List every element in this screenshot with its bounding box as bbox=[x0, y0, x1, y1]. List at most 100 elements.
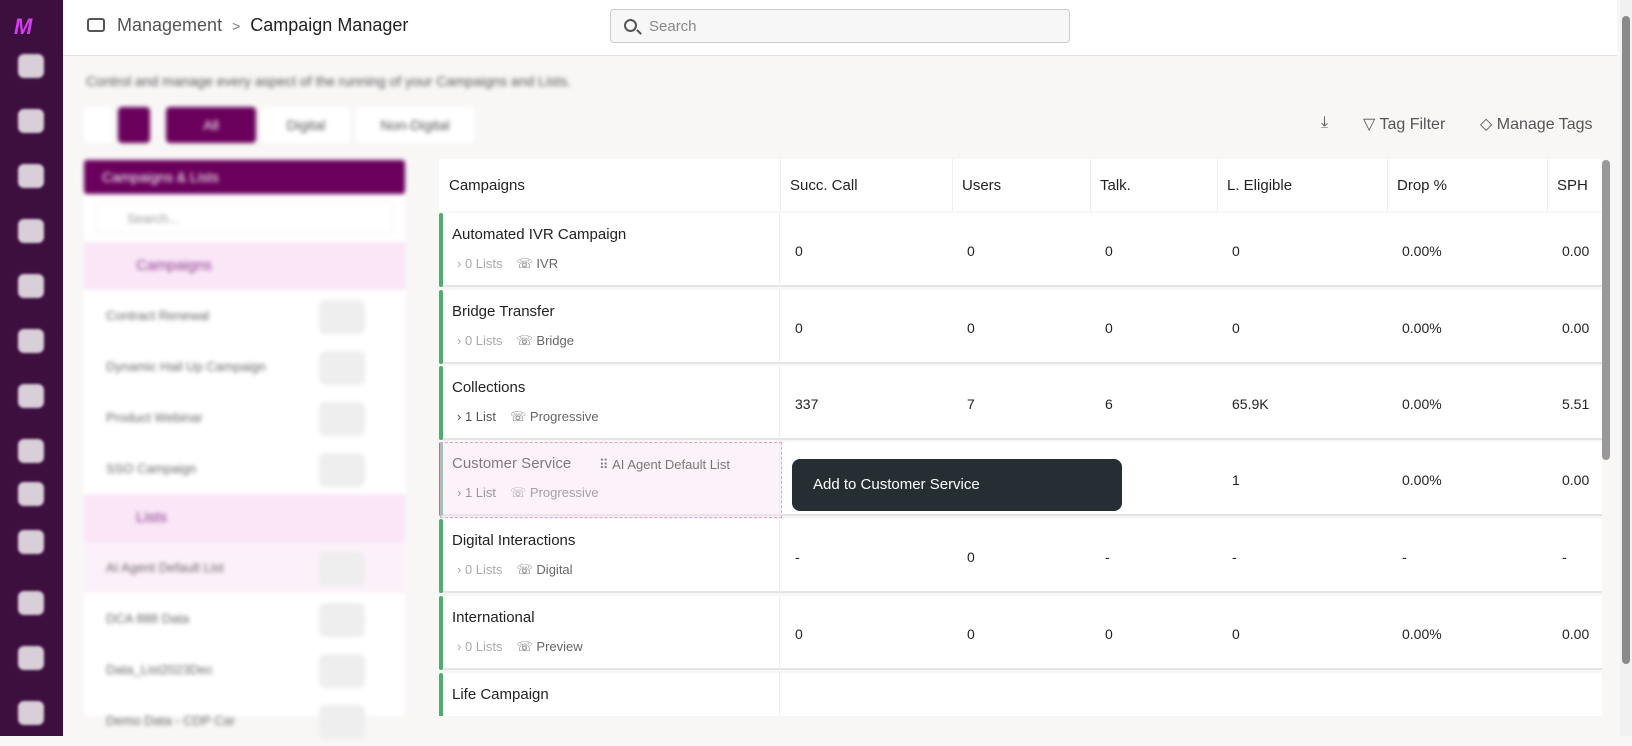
drag-handle-icon: ⠿ bbox=[599, 457, 613, 472]
table-row[interactable]: Bridge Transfer › 0 Lists ☏ Bridge 0 0 0 0 0.00… bbox=[439, 290, 1602, 364]
campaign-name[interactable]: Automated IVR Campaign bbox=[452, 226, 627, 243]
campaign-meta: › 0 Lists ☏ Preview bbox=[457, 639, 583, 655]
download-button[interactable]: ⤓ bbox=[1321, 114, 1328, 132]
cell-value: - bbox=[795, 549, 800, 565]
add-to-icon[interactable] bbox=[319, 705, 365, 739]
panel-list-item[interactable]: SSO Campaign bbox=[84, 443, 405, 494]
column-header[interactable]: Users bbox=[962, 177, 1002, 194]
add-to-icon[interactable] bbox=[319, 453, 365, 487]
column-header[interactable]: SPH bbox=[1557, 177, 1588, 194]
item-label: DCA 888 Data bbox=[106, 611, 190, 626]
nav-icon-0[interactable] bbox=[18, 54, 44, 78]
expand-chevron-icon[interactable]: › bbox=[457, 333, 462, 348]
table-row[interactable]: Life Campaign 0 0 0 13 0.00% 0.00 bbox=[439, 673, 1602, 716]
tab-digital[interactable]: Digital bbox=[262, 107, 350, 143]
table-row[interactable]: Digital Interactions › 0 Lists ☏ Digital - 0… bbox=[439, 519, 1602, 593]
column-header[interactable]: Succ. Call bbox=[790, 177, 858, 194]
search-input[interactable]: Search bbox=[610, 9, 1070, 43]
add-to-icon[interactable] bbox=[319, 300, 365, 334]
nav-icon-12[interactable] bbox=[18, 701, 44, 725]
nav-icon-1[interactable] bbox=[18, 109, 44, 133]
add-to-icon[interactable] bbox=[319, 654, 365, 688]
dial-mode: ☏ Bridge bbox=[516, 333, 574, 348]
campaign-cell[interactable]: Collections › 1 List ☏ Progressive bbox=[439, 366, 780, 440]
panel-list-item[interactable]: Contract Renewal bbox=[84, 290, 405, 341]
manage-tags-label: Manage Tags bbox=[1496, 116, 1593, 133]
panel-list-item[interactable]: Product Webinar bbox=[84, 392, 405, 443]
list-count: 0 Lists bbox=[464, 256, 503, 271]
table-row[interactable]: Automated IVR Campaign › 0 Lists ☏ IVR 0 0 0 0… bbox=[439, 213, 1602, 287]
campaign-cell[interactable]: Life Campaign bbox=[439, 673, 780, 716]
campaign-meta: › 0 Lists ☏ IVR bbox=[457, 256, 558, 272]
expand-chevron-icon[interactable]: › bbox=[457, 639, 462, 654]
campaign-cell[interactable]: Digital Interactions › 0 Lists ☏ Digital bbox=[439, 519, 780, 593]
nav-icon-2[interactable] bbox=[18, 164, 44, 188]
campaign-name[interactable]: Collections bbox=[452, 379, 526, 396]
item-label: Product Webinar bbox=[106, 410, 203, 425]
cell-value: 0 bbox=[967, 549, 975, 565]
column-header[interactable]: L. Eligible bbox=[1227, 177, 1293, 194]
expand-chevron-icon[interactable]: › bbox=[457, 562, 462, 577]
lists-section-header[interactable]: Lists bbox=[84, 494, 405, 542]
filter-icon: ▽ bbox=[1363, 116, 1376, 133]
nav-icon-5[interactable] bbox=[18, 329, 44, 353]
dragged-list-item[interactable]: ⠿ AI Agent Default List bbox=[599, 457, 730, 472]
nav-icon-9[interactable] bbox=[18, 530, 44, 554]
campaign-name[interactable]: Digital Interactions bbox=[452, 532, 576, 549]
expand-chevron-icon[interactable]: › bbox=[457, 485, 462, 500]
campaigns-section-header[interactable]: Campaigns bbox=[84, 242, 405, 290]
tab-all[interactable]: All bbox=[166, 107, 256, 143]
breadcrumb-management[interactable]: Management bbox=[117, 15, 223, 35]
nav-icon-8[interactable] bbox=[18, 482, 44, 506]
panel-list-item[interactable]: Data_List2023Dec bbox=[84, 644, 405, 695]
expand-chevron-icon[interactable]: › bbox=[457, 256, 462, 271]
panel-list-item[interactable]: AI Agent Default List bbox=[84, 542, 405, 593]
campaign-name[interactable]: Customer Service bbox=[452, 455, 572, 472]
nav-icon-3[interactable] bbox=[18, 219, 44, 243]
list-count: 1 List bbox=[464, 409, 497, 424]
add-to-icon[interactable] bbox=[319, 552, 365, 586]
column-header[interactable]: Drop % bbox=[1397, 177, 1448, 194]
panel-list-item[interactable]: DCA 888 Data bbox=[84, 593, 405, 644]
tag-filter-button[interactable]: ▽ Tag Filter bbox=[1363, 114, 1445, 134]
table-header: Campaigns Succ. Call Users Talk. L. Eligible… bbox=[439, 159, 1602, 211]
expand-chevron-icon[interactable]: › bbox=[457, 409, 462, 424]
page-scrollbar-thumb[interactable] bbox=[1622, 16, 1630, 664]
cell-value: 0.00% bbox=[1402, 320, 1442, 336]
table-row[interactable]: International › 0 Lists ☏ Preview 0 0 0 0 0.00%… bbox=[439, 596, 1602, 670]
cell-value: 0 bbox=[1105, 243, 1113, 259]
campaign-cell[interactable]: Customer Service › 1 List ☏ Progressive bbox=[439, 442, 780, 516]
panel-list-item[interactable]: Demo Data - CDP Car bbox=[84, 695, 405, 746]
dial-mode: ☏ IVR bbox=[516, 256, 559, 271]
panel-list-item[interactable]: Dynamic Hail Up Campaign bbox=[84, 341, 405, 392]
add-to-icon[interactable] bbox=[319, 351, 365, 385]
campaign-cell[interactable]: Bridge Transfer › 0 Lists ☏ Bridge bbox=[439, 290, 780, 364]
cell-value: 13 bbox=[1232, 715, 1248, 716]
column-header[interactable]: Campaigns bbox=[449, 177, 525, 194]
collapse-button[interactable] bbox=[84, 107, 112, 143]
table-scrollbar[interactable] bbox=[1602, 160, 1610, 460]
page-scrollbar[interactable] bbox=[1620, 0, 1632, 736]
nav-icon-7[interactable] bbox=[18, 439, 44, 463]
nav-icon-6[interactable] bbox=[18, 384, 44, 408]
campaign-name[interactable]: Life Campaign bbox=[452, 686, 549, 703]
cell-value: 0.00 bbox=[1562, 715, 1589, 716]
list-view-button[interactable] bbox=[118, 107, 150, 143]
add-to-icon[interactable] bbox=[319, 603, 365, 637]
column-header[interactable]: Talk. bbox=[1100, 177, 1131, 194]
campaign-cell[interactable]: International › 0 Lists ☏ Preview bbox=[439, 596, 780, 670]
item-label: Contract Renewal bbox=[106, 308, 210, 323]
table-row[interactable]: Collections › 1 List ☏ Progressive 337 7 6 65.… bbox=[439, 366, 1602, 440]
tab-non-digital[interactable]: Non-Digital bbox=[356, 107, 474, 143]
add-to-icon[interactable] bbox=[319, 402, 365, 436]
nav-icon-10[interactable] bbox=[18, 591, 44, 615]
campaign-cell[interactable]: Automated IVR Campaign › 0 Lists ☏ IVR bbox=[439, 213, 780, 287]
panel-search-input[interactable]: Search... bbox=[96, 202, 393, 234]
nav-icon-11[interactable] bbox=[18, 646, 44, 670]
campaign-name[interactable]: Bridge Transfer bbox=[452, 303, 555, 320]
nav-icon-4[interactable] bbox=[18, 274, 44, 298]
cell-value: 5.51 bbox=[1562, 396, 1590, 412]
manage-tags-button[interactable]: ◇ Manage Tags bbox=[1480, 114, 1593, 134]
campaign-name[interactable]: International bbox=[452, 609, 535, 626]
nav-sidebar: M bbox=[0, 0, 63, 736]
